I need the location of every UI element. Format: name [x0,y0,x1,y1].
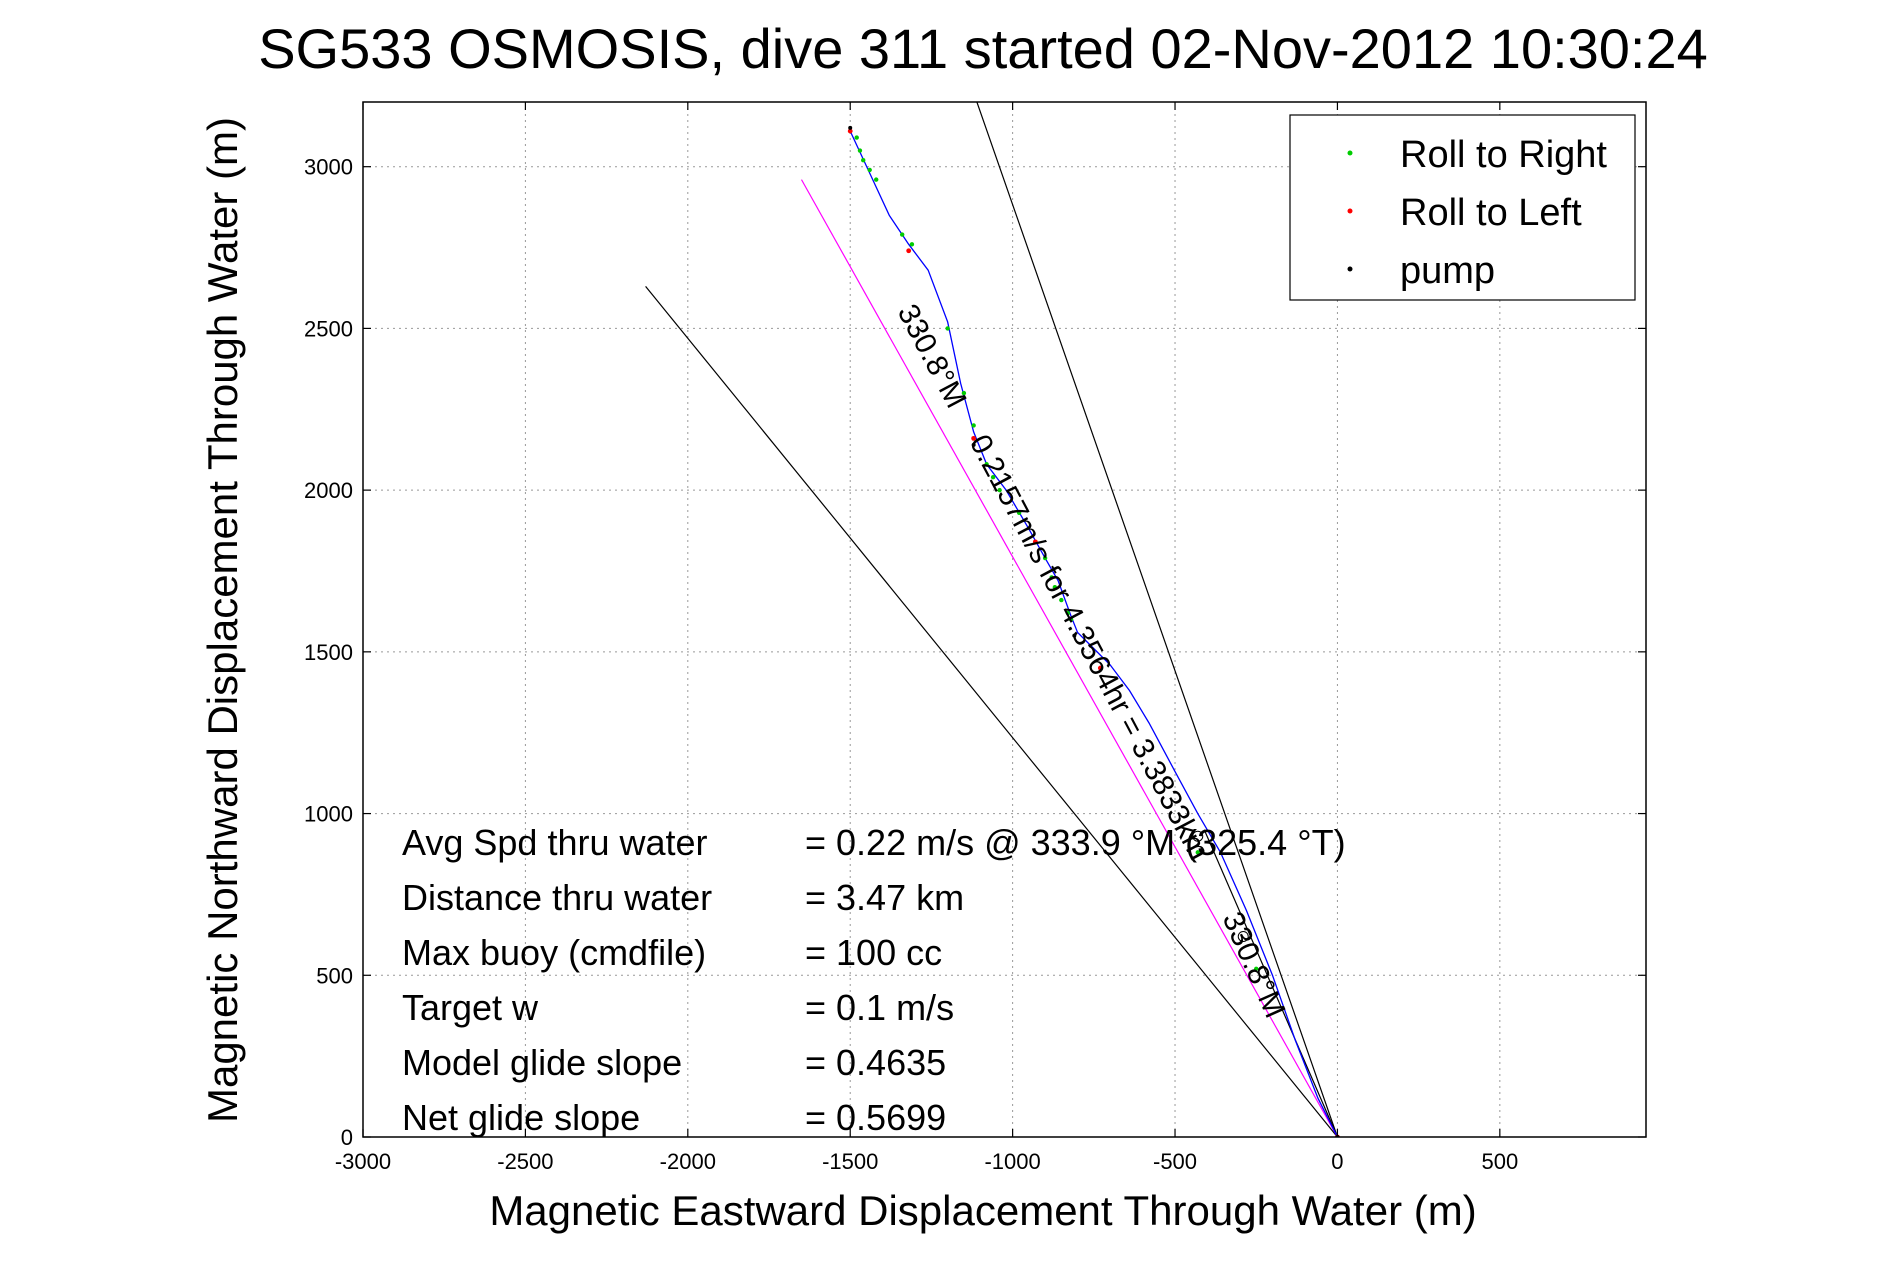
annotation-label: Target w [402,987,539,1028]
heading-line-2 [976,102,1338,1137]
annotation-label: Max buoy (cmdfile) [402,932,706,973]
roll-right-point [857,148,863,153]
summary-annotations: Avg Spd thru water = 0.22 m/s @ 333.9 °M … [402,822,1346,1138]
roll-right-point [861,158,866,163]
y-tick-label: 2000 [304,478,353,503]
annotation-label: Distance thru water [402,877,712,918]
y-tick-label: 1500 [304,640,353,665]
track-line [849,130,1339,1137]
roll-right-point [909,242,915,247]
heading-line-1 [645,285,1338,1137]
legend-marker [1347,266,1353,272]
reference-lines [645,102,1338,1137]
annotation-label: Net glide slope [402,1097,640,1138]
legend-entry-label: Roll to Right [1400,134,1607,176]
roll-right-point [945,326,950,331]
annotation-label: Model glide slope [402,1042,682,1083]
legend-entry-label: pump [1400,250,1495,292]
inline-label: 330.8°M [891,299,973,413]
roll-right-point [1052,584,1058,590]
pump-point [848,125,853,130]
pump-point [1072,633,1077,638]
annotation-value: = 3.47 km [805,877,964,918]
roll-right-point [867,167,872,173]
annotation-value: = 0.1 m/s [805,987,954,1028]
y-ticks: 0 500 1000 1500 2000 2500 3000 [304,155,1646,1150]
roll-right-point [984,462,989,467]
track-series [849,130,1339,1137]
y-tick-label: 500 [316,963,353,988]
x-tick-label: -500 [1153,1149,1197,1174]
roll-right-point [899,232,905,237]
inline-label: 0.2157m/s for 4.3564hr = 3.3833km [963,429,1216,865]
roll-right-point [1068,617,1074,622]
x-ticks: -3000 -2500 -2000 -1500 -1000 -500 0 500 [335,102,1518,1174]
roll-left-point [906,248,912,254]
inline-label: 330.8°M [1216,907,1292,1023]
annotation-value: = 0.4635 [805,1042,946,1083]
plot-area: 330.8°M0.2157m/s for 4.3564hr = 3.3833km… [645,102,1340,1137]
x-tick-label: -2000 [660,1149,716,1174]
y-tick-label: 3000 [304,155,353,180]
roll-right-point [997,487,1002,493]
y-tick-label: 1000 [304,802,353,827]
y-tick-label: 2500 [304,316,353,341]
roll-right-point [854,135,859,140]
x-tick-label: -2500 [497,1149,553,1174]
roll-right-point [1059,597,1064,603]
roll-right-point [990,474,996,480]
x-tick-label: -1000 [984,1149,1040,1174]
legend-marker [1347,150,1353,156]
roll-right-point [1254,966,1259,972]
roll-right-point [961,390,967,396]
legend-marker [1347,208,1353,214]
roll-left-point [847,128,853,134]
grid-lines [362,102,1646,1138]
roll-right-point [1065,610,1071,616]
roll-right-point [1049,575,1054,580]
annotation-value: = 100 cc [805,932,942,973]
heading-line-3 [1203,829,1338,1137]
roll-left-point [1032,539,1038,545]
annotation-value: = 0.5699 [805,1097,946,1138]
plot-frame [362,101,1647,1138]
x-tick-label: -3000 [335,1149,391,1174]
pump-point [971,442,976,447]
x-tick-label: -1500 [822,1149,878,1174]
legend-box [1289,114,1636,301]
annotation-label: Avg Spd thru water [402,822,708,863]
roll-right-point [971,423,976,428]
roll-right-point [1016,510,1022,515]
marker-points [847,125,1340,1137]
x-tick-label: 0 [1331,1149,1343,1174]
roll-left-point [971,435,977,441]
legend: Roll to Right Roll to Left pump [1289,114,1636,301]
roll-right-point [1042,555,1048,561]
waypoint-marker [1237,930,1249,942]
y-axis-label: Magnetic Northward Displacement Through … [199,117,246,1123]
roll-right-point [874,177,879,182]
roll-left-point [1097,665,1103,671]
roll-right-point [1195,850,1200,855]
x-tick-label: 500 [1481,1149,1518,1174]
heading-line-4 [800,179,1338,1137]
chart-title: SG533 OSMOSIS, dive 311 started 02-Nov-2… [258,17,1708,80]
annotation-value: = 0.22 m/s @ 333.9 °M (325.4 °T) [805,822,1346,863]
x-axis-label: Magnetic Eastward Displacement Through W… [489,1187,1476,1234]
y-tick-label: 0 [341,1125,353,1150]
legend-entry-label: Roll to Left [1400,192,1582,234]
waypoint-marker [1192,830,1204,842]
